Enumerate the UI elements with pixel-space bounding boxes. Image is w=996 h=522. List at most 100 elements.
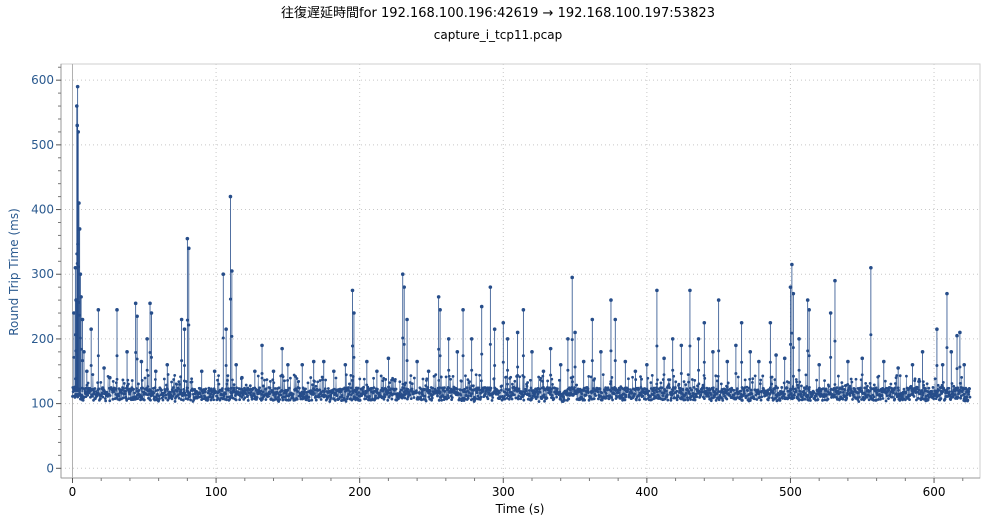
baseline-point <box>815 378 819 382</box>
baseline-point <box>854 377 858 381</box>
baseline-point <box>381 379 385 383</box>
baseline-point <box>398 390 402 394</box>
baseline-point <box>230 378 234 382</box>
baseline-point <box>669 396 673 400</box>
spike-point <box>521 308 526 312</box>
baseline-point <box>133 391 137 395</box>
baseline-point <box>458 397 461 400</box>
baseline-point <box>467 394 470 398</box>
baseline-point <box>243 396 247 400</box>
spike-mid-point <box>573 365 577 369</box>
spike-point <box>479 304 484 309</box>
spike-mid-point <box>230 334 234 338</box>
baseline-point <box>199 394 203 398</box>
baseline-point <box>372 386 376 390</box>
baseline-point <box>797 398 801 402</box>
baseline-point <box>164 393 168 397</box>
baseline-point <box>841 390 845 394</box>
baseline-point <box>639 375 642 379</box>
baseline-point <box>296 390 300 393</box>
spike-point <box>790 262 794 267</box>
baseline-point <box>930 392 934 396</box>
spike-point <box>573 330 577 335</box>
spike-mid-point <box>350 344 354 348</box>
baseline-point <box>853 387 857 391</box>
baseline-point <box>903 398 907 402</box>
spike-point <box>945 291 949 296</box>
baseline-point <box>935 392 939 395</box>
spike-point <box>402 285 406 289</box>
baseline-point <box>891 395 894 399</box>
baseline-point <box>278 398 282 401</box>
spike-point <box>77 227 82 231</box>
baseline-point <box>848 384 852 388</box>
baseline-point <box>170 380 173 384</box>
baseline-point <box>775 394 779 398</box>
baseline-point <box>263 378 266 382</box>
baseline-point <box>867 398 871 402</box>
spike-point <box>828 311 833 315</box>
baseline-point <box>248 384 252 388</box>
baseline-point <box>90 394 94 398</box>
baseline-point <box>879 397 882 401</box>
baseline-point <box>512 393 516 397</box>
baseline-point <box>158 397 161 401</box>
spike-point <box>165 362 170 367</box>
baseline-point <box>838 386 842 390</box>
spike-point <box>85 369 89 374</box>
grid <box>61 64 980 478</box>
baseline-point <box>617 391 621 395</box>
spike-mid-point <box>833 339 837 343</box>
baseline-point <box>963 392 966 396</box>
baseline-point <box>184 393 188 397</box>
baseline-point <box>418 391 421 395</box>
baseline-point <box>880 394 884 398</box>
baseline-point <box>268 386 272 390</box>
spike-point <box>271 369 276 374</box>
baseline-point <box>912 394 916 398</box>
baseline-point <box>500 384 504 388</box>
spike-mid-point <box>115 354 119 358</box>
baseline-point <box>291 392 295 396</box>
baseline-point <box>476 394 480 398</box>
baseline-point <box>125 398 129 402</box>
baseline-point <box>149 398 152 402</box>
baseline-point <box>368 394 371 398</box>
spike-point <box>135 314 139 319</box>
baseline-point <box>836 374 840 378</box>
baseline-point <box>586 391 590 395</box>
baseline-point <box>470 392 474 395</box>
spike-point <box>224 327 228 332</box>
baseline-point <box>938 393 941 397</box>
y-tick-label: 200 <box>31 332 54 346</box>
baseline-point <box>161 398 165 402</box>
baseline-point <box>776 386 780 390</box>
baseline-point <box>902 387 906 391</box>
baseline-point <box>232 383 236 387</box>
baseline-point <box>238 394 242 398</box>
baseline-point <box>121 396 125 400</box>
baseline-point <box>893 382 897 385</box>
baseline-point <box>749 388 753 392</box>
baseline-point <box>596 397 600 401</box>
baseline-point <box>535 389 539 393</box>
spike-point <box>240 375 244 380</box>
baseline-point <box>539 376 543 380</box>
baseline-point <box>573 386 576 389</box>
baseline-point <box>84 386 88 390</box>
baseline-point <box>794 378 798 381</box>
y-axis-label: Round Trip Time (ms) <box>7 208 21 336</box>
baseline-point <box>516 397 520 401</box>
baseline-point <box>802 389 806 393</box>
baseline-point <box>968 387 972 391</box>
spike-mid-point <box>688 344 692 348</box>
baseline-point <box>524 389 528 393</box>
spike-point <box>228 194 233 199</box>
spike-point <box>609 298 613 302</box>
spike-mid-point <box>945 346 949 350</box>
baseline-point <box>514 396 518 400</box>
spike-mid-point <box>869 333 873 337</box>
baseline-point <box>918 392 922 396</box>
spike-point <box>958 330 962 335</box>
baseline-point <box>458 388 462 392</box>
